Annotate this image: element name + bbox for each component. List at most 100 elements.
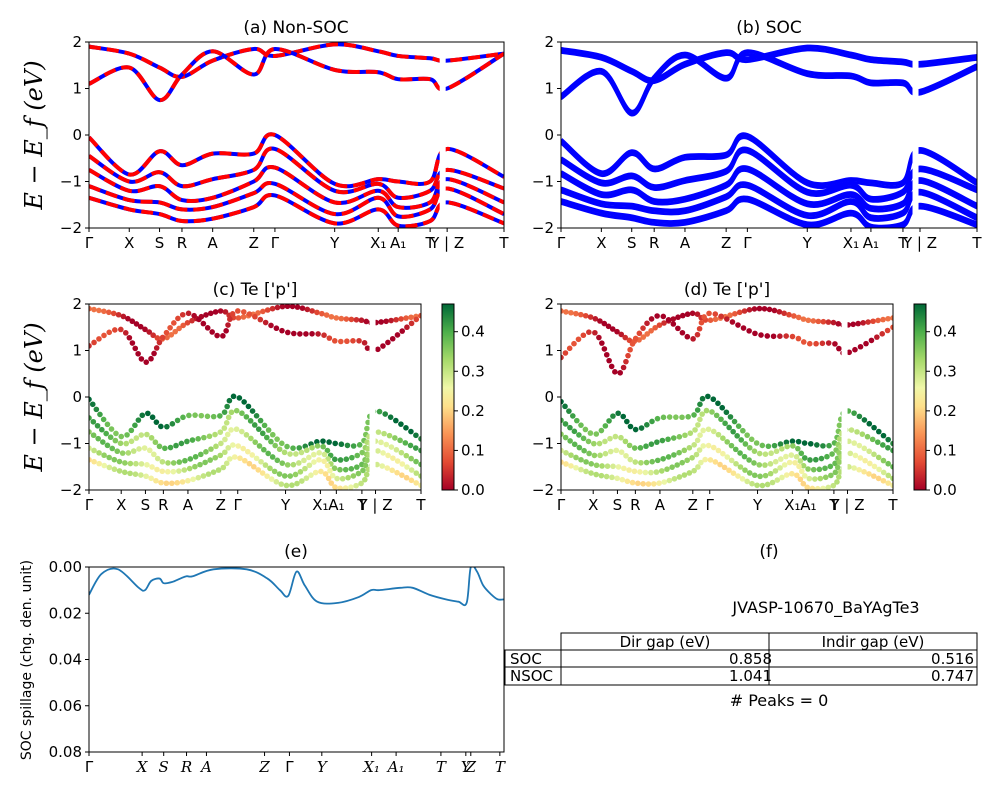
projection-point	[675, 325, 681, 332]
projection-point	[561, 417, 564, 424]
projection-point	[880, 477, 887, 484]
projection-point	[274, 457, 281, 464]
projection-point	[290, 330, 297, 337]
projection-point	[820, 443, 826, 449]
projection-point	[781, 310, 787, 317]
projection-point	[178, 440, 185, 447]
projection-point	[133, 321, 140, 327]
projection-point	[375, 346, 381, 353]
panel-b-xtick-label: T	[897, 234, 908, 252]
projection-point	[800, 316, 807, 322]
projection-point	[679, 312, 686, 319]
projection-point	[413, 480, 419, 486]
projection-point	[397, 437, 403, 444]
projection-point	[201, 434, 207, 441]
projection-point	[890, 315, 893, 321]
nonsoc-band-red	[89, 42, 504, 79]
projection-point	[306, 454, 312, 461]
projection-point	[246, 460, 253, 467]
projection-point	[562, 403, 568, 410]
projection-point	[890, 463, 893, 470]
projection-point	[89, 305, 92, 312]
projection-point	[388, 444, 395, 450]
projection-point	[246, 311, 253, 317]
projection-point	[671, 475, 678, 482]
spillage-ylabel: SOC spillage (chg. den. unit)	[19, 560, 35, 760]
panel-c-xtick-label: Y | Z	[358, 496, 393, 514]
projection-point	[705, 442, 712, 449]
projection-point	[255, 426, 262, 432]
panel-a-ytick-label: −1	[60, 173, 82, 191]
projection-point	[379, 463, 386, 469]
projection-point	[728, 457, 735, 464]
projection-point	[789, 470, 795, 477]
projection-point	[101, 308, 107, 315]
projection-point	[119, 450, 126, 456]
projection-point	[386, 432, 393, 439]
projection-point	[127, 470, 133, 477]
projection-point	[223, 460, 230, 467]
projection-point	[885, 444, 891, 451]
projection-point	[237, 455, 243, 462]
projection-point	[278, 440, 285, 447]
soc-band	[561, 181, 977, 220]
projection-point	[159, 468, 166, 475]
projection-point	[571, 428, 578, 435]
projection-point	[861, 468, 867, 475]
projection-point	[210, 469, 217, 475]
projection-point	[673, 414, 679, 420]
projection-point	[143, 359, 150, 365]
projection-point	[852, 346, 858, 353]
projection-point	[576, 444, 583, 451]
panel-c-xtick-label: T	[356, 496, 367, 514]
projection-point	[771, 442, 778, 449]
projection-point	[777, 333, 783, 339]
projection-point	[153, 477, 159, 484]
projection-point	[670, 435, 677, 441]
projection-point	[806, 475, 813, 482]
projection-point	[149, 464, 155, 470]
projection-point	[146, 329, 153, 335]
projection-point	[800, 462, 807, 469]
panel-a-title: (a) Non-SOC	[243, 18, 348, 38]
projection-point	[686, 470, 693, 476]
projection-point	[323, 312, 330, 318]
projection-point	[418, 447, 421, 454]
projection-point	[376, 408, 383, 415]
projection-point	[777, 456, 784, 462]
projection-point	[213, 443, 219, 450]
projection-point	[253, 413, 260, 419]
projection-point	[318, 468, 324, 475]
panel-d-ytick-label: 0	[544, 388, 554, 406]
projection-point	[297, 469, 304, 475]
projection-point	[148, 435, 155, 441]
nonsoc-band-red	[89, 193, 504, 228]
projection-point	[660, 414, 667, 421]
projection-point	[244, 448, 251, 455]
projection-point	[684, 311, 691, 318]
projection-point	[766, 306, 773, 313]
projection-point	[259, 470, 266, 476]
projection-point	[221, 409, 228, 415]
projection-point	[729, 319, 736, 325]
projection-point	[751, 472, 758, 479]
projection-point	[334, 475, 340, 482]
projection-point	[794, 472, 800, 479]
projection-point	[89, 429, 92, 435]
projection-point	[779, 446, 785, 452]
projection-point	[669, 464, 675, 470]
projection-point	[730, 428, 736, 435]
projection-point	[801, 455, 808, 461]
projection-point	[203, 449, 209, 455]
projection-point	[765, 443, 772, 450]
projection-point	[700, 443, 707, 449]
projection-point	[856, 413, 863, 420]
projection-point	[106, 454, 112, 461]
projection-point	[159, 458, 166, 465]
projection-point	[783, 453, 789, 460]
soc-band-split	[561, 150, 977, 203]
projection-point	[629, 479, 636, 486]
projection-point	[642, 469, 649, 476]
projection-point	[158, 479, 164, 486]
projection-point	[687, 430, 694, 436]
